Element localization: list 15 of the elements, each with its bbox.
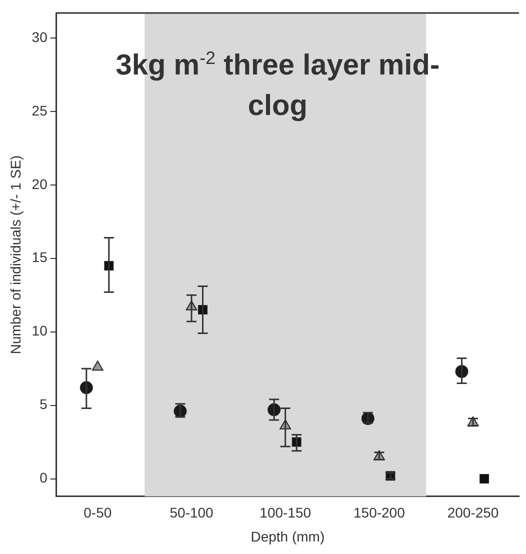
y-tick-label: 20 [32, 176, 48, 192]
x-axis-title: Depth (mm) [250, 528, 325, 544]
x-tick-label: 50-100 [170, 504, 214, 521]
y-tick-label: 30 [32, 28, 48, 45]
y-axis-title: Number of individuals (+/- 1 SE) [7, 155, 24, 354]
x-tick-label: 100-150 [260, 504, 312, 521]
x-tick-label: 200-250 [447, 504, 499, 521]
y-tick-label: 25 [32, 102, 48, 118]
text: 3kg m$^{-2}$ three layer mid-clog [114, 47, 441, 124]
x-tick-label: 150-200 [353, 504, 406, 521]
y-tick-label: 0 [40, 470, 48, 486]
y-tick-label: 15 [32, 249, 48, 266]
y-tick-label: 5 [40, 396, 48, 412]
y-tick-label: 10 [32, 322, 48, 339]
x-tick-label: 0-50 [84, 504, 112, 521]
